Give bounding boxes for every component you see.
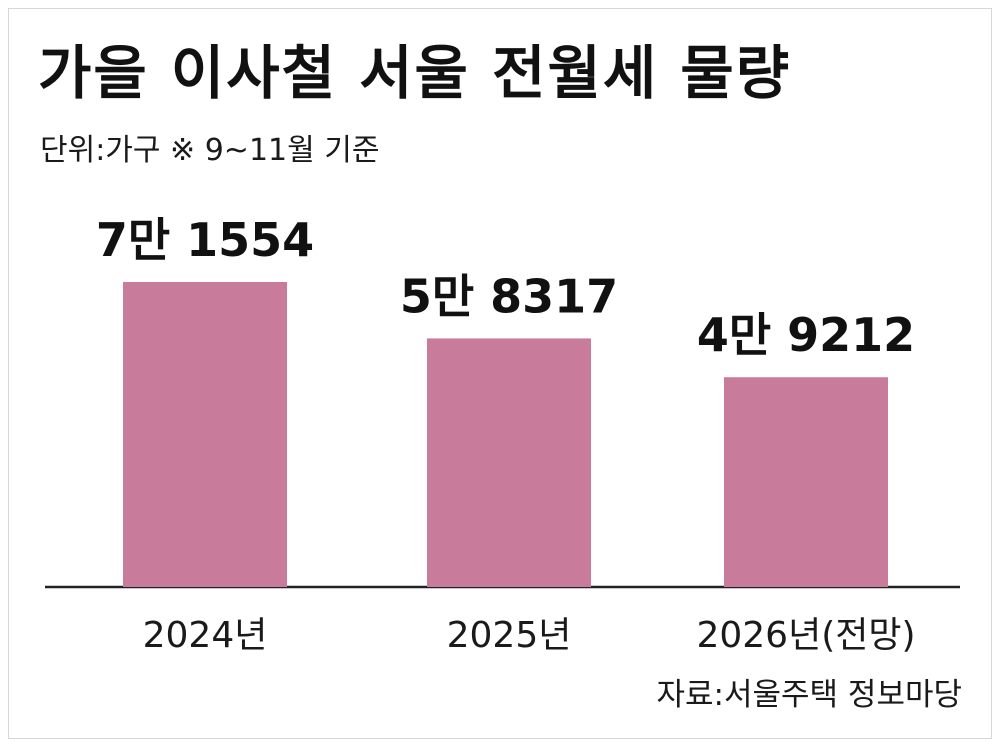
- bar-value-label-2: 5만 8317: [400, 269, 618, 323]
- bar-value-label-3: 4만 9212: [697, 308, 915, 362]
- category-label-3: 2026년(전망): [696, 615, 915, 656]
- chart-subtitle: 단위:가구 ※ 9~11월 기준: [40, 133, 380, 168]
- source-note: 자료:서울주택 정보마당: [656, 677, 963, 713]
- chart-title: 가을 이사철 서울 전월세 물량: [38, 39, 792, 107]
- bar-3: [724, 377, 888, 587]
- category-label-1: 2024년: [143, 615, 268, 656]
- bar-2: [427, 338, 591, 587]
- bar-1: [123, 282, 287, 587]
- bar-value-label-1: 7만 1554: [96, 213, 314, 267]
- category-label-2: 2025년: [447, 615, 572, 656]
